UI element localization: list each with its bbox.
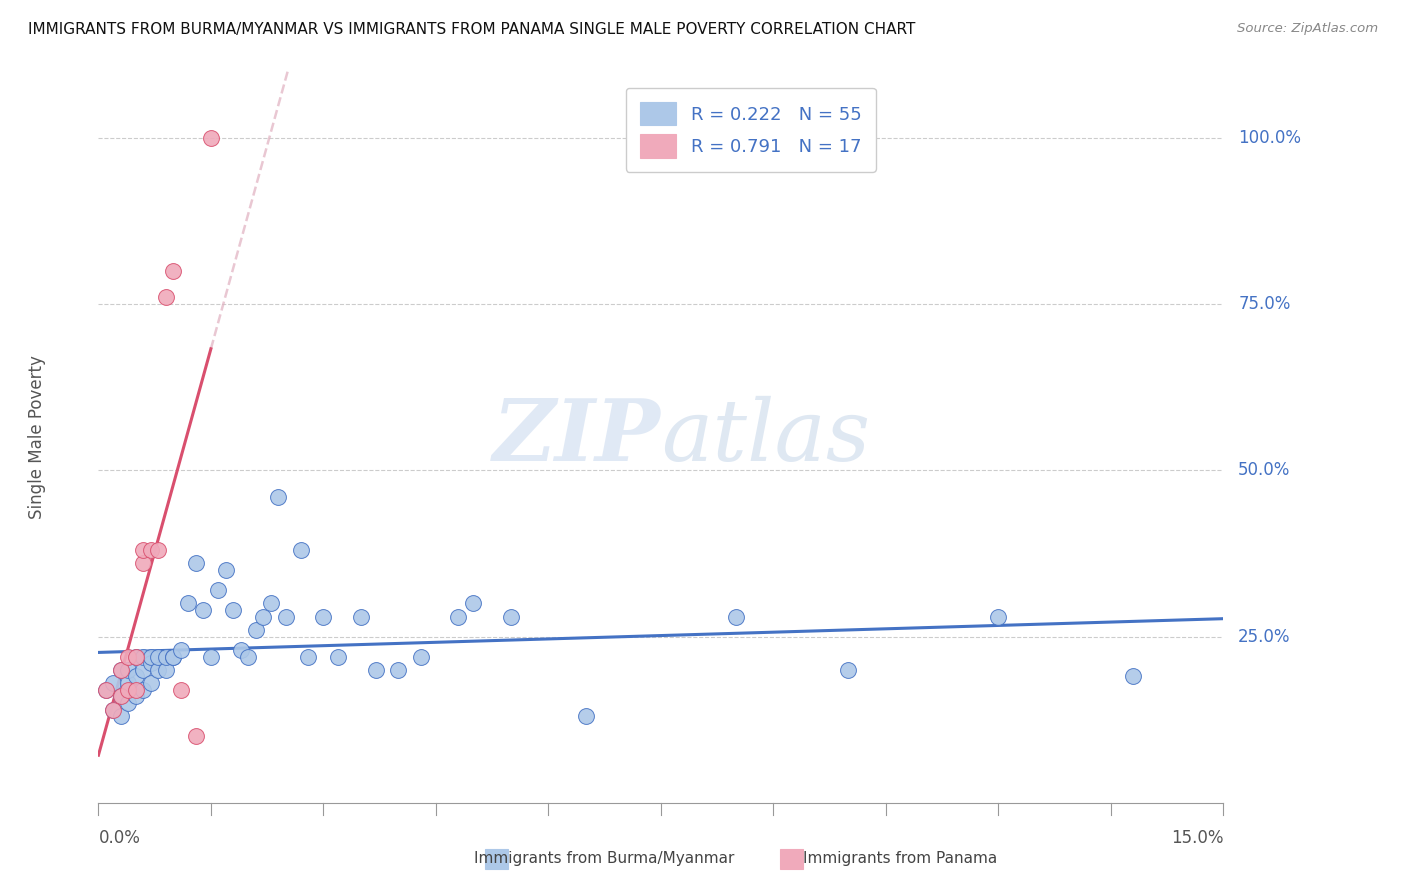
- Point: [103, 703, 125, 717]
- Point: [162, 649, 184, 664]
- Point: [125, 649, 148, 664]
- Point: [409, 649, 432, 664]
- Text: Immigrants from Burma/Myanmar: Immigrants from Burma/Myanmar: [474, 851, 735, 865]
- Text: 75.0%: 75.0%: [1239, 295, 1291, 313]
- Point: [162, 649, 184, 664]
- Point: [155, 649, 177, 664]
- Point: [193, 603, 215, 617]
- Text: ZIP: ZIP: [494, 395, 661, 479]
- Point: [267, 490, 290, 504]
- Point: [297, 649, 319, 664]
- Point: [117, 682, 139, 697]
- Text: Source: ZipAtlas.com: Source: ZipAtlas.com: [1237, 22, 1378, 36]
- Point: [184, 729, 207, 743]
- Point: [837, 663, 859, 677]
- Text: atlas: atlas: [661, 396, 870, 478]
- Point: [499, 609, 522, 624]
- Point: [103, 676, 125, 690]
- Text: 25.0%: 25.0%: [1239, 628, 1291, 646]
- Point: [177, 596, 200, 610]
- Point: [139, 656, 162, 670]
- Point: [117, 696, 139, 710]
- Point: [125, 682, 148, 697]
- Text: 0.0%: 0.0%: [98, 830, 141, 847]
- Point: [139, 676, 162, 690]
- Point: [328, 649, 350, 664]
- Point: [110, 690, 132, 704]
- Point: [148, 649, 170, 664]
- Point: [132, 557, 155, 571]
- Point: [260, 596, 283, 610]
- Text: 50.0%: 50.0%: [1239, 461, 1291, 479]
- Point: [245, 623, 267, 637]
- Legend: R = 0.222   N = 55, R = 0.791   N = 17: R = 0.222 N = 55, R = 0.791 N = 17: [626, 87, 876, 172]
- Point: [94, 682, 117, 697]
- Point: [139, 543, 162, 558]
- Bar: [485, 849, 508, 869]
- Text: Immigrants from Panama: Immigrants from Panama: [803, 851, 997, 865]
- Point: [207, 582, 229, 597]
- Point: [274, 609, 297, 624]
- Text: 15.0%: 15.0%: [1171, 830, 1223, 847]
- Point: [162, 264, 184, 278]
- Point: [252, 609, 274, 624]
- Point: [200, 649, 222, 664]
- Point: [110, 663, 132, 677]
- Point: [987, 609, 1010, 624]
- Point: [170, 643, 193, 657]
- Text: 100.0%: 100.0%: [1239, 128, 1301, 147]
- Point: [103, 703, 125, 717]
- Bar: [780, 849, 803, 869]
- Point: [148, 543, 170, 558]
- Point: [1122, 669, 1144, 683]
- Point: [132, 682, 155, 697]
- Text: Single Male Poverty: Single Male Poverty: [28, 355, 45, 519]
- Point: [132, 663, 155, 677]
- Point: [94, 682, 117, 697]
- Point: [215, 563, 238, 577]
- Point: [364, 663, 387, 677]
- Point: [132, 649, 155, 664]
- Point: [117, 676, 139, 690]
- Point: [463, 596, 485, 610]
- Point: [110, 663, 132, 677]
- Point: [170, 682, 193, 697]
- Point: [148, 663, 170, 677]
- Point: [110, 690, 132, 704]
- Point: [139, 649, 162, 664]
- Point: [184, 557, 207, 571]
- Point: [110, 709, 132, 723]
- Point: [724, 609, 747, 624]
- Point: [117, 649, 139, 664]
- Point: [132, 543, 155, 558]
- Point: [155, 290, 177, 304]
- Point: [229, 643, 252, 657]
- Point: [387, 663, 409, 677]
- Text: IMMIGRANTS FROM BURMA/MYANMAR VS IMMIGRANTS FROM PANAMA SINGLE MALE POVERTY CORR: IMMIGRANTS FROM BURMA/MYANMAR VS IMMIGRA…: [28, 22, 915, 37]
- Point: [238, 649, 260, 664]
- Point: [125, 649, 148, 664]
- Point: [155, 663, 177, 677]
- Point: [125, 669, 148, 683]
- Point: [290, 543, 312, 558]
- Point: [222, 603, 245, 617]
- Point: [350, 609, 373, 624]
- Point: [575, 709, 598, 723]
- Point: [117, 663, 139, 677]
- Point: [125, 690, 148, 704]
- Point: [312, 609, 335, 624]
- Point: [200, 131, 222, 145]
- Point: [447, 609, 470, 624]
